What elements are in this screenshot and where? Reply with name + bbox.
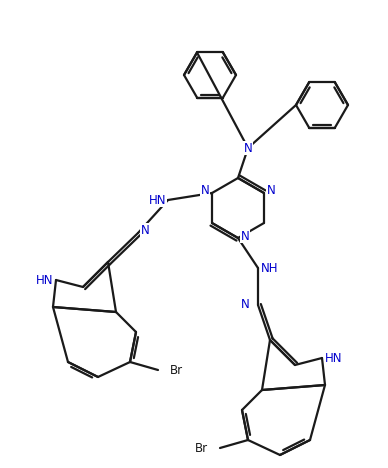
Text: Br: Br — [170, 364, 183, 376]
Text: HN: HN — [35, 273, 53, 286]
Text: N: N — [241, 229, 249, 242]
Text: N: N — [241, 299, 250, 312]
Text: N: N — [244, 141, 252, 154]
Text: Br: Br — [195, 441, 208, 454]
Text: HN: HN — [325, 351, 343, 365]
Text: HN: HN — [149, 193, 166, 206]
Text: N: N — [201, 184, 210, 197]
Text: N: N — [267, 184, 275, 197]
Text: N: N — [141, 224, 150, 236]
Text: NH: NH — [261, 262, 279, 275]
